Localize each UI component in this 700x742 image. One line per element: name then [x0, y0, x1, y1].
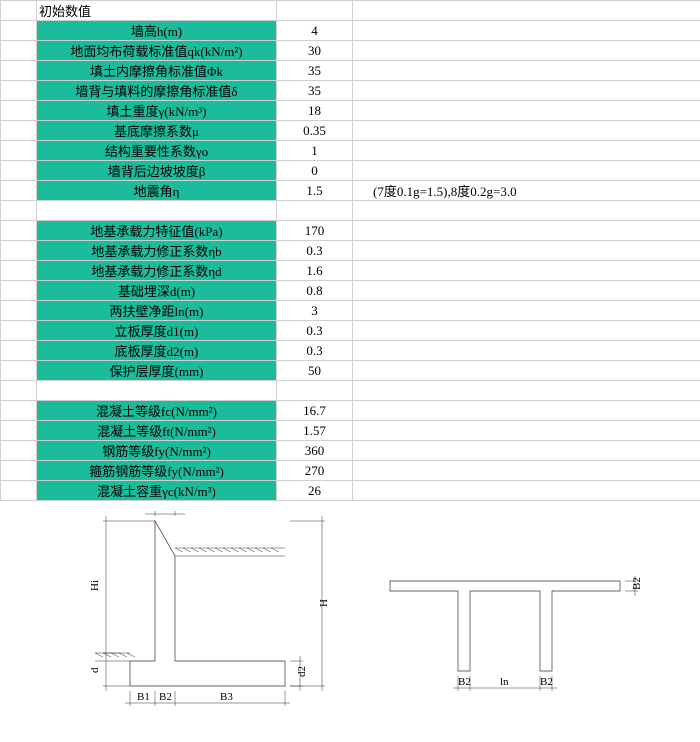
param-value: 170: [277, 221, 353, 241]
svg-text:B2: B2: [159, 691, 172, 703]
svg-text:B1: B1: [137, 691, 150, 703]
param-label: 两扶壁净距ln(m): [37, 301, 277, 321]
svg-text:H: H: [318, 599, 330, 607]
param-label: 立板厚度d1(m): [37, 321, 277, 341]
page-title: 初始数值: [37, 1, 277, 21]
param-value: 50: [277, 361, 353, 381]
param-label: 地基承载力特征值(kPa): [37, 221, 277, 241]
param-value: 16.7: [277, 401, 353, 421]
param-value: 0.3: [277, 341, 353, 361]
param-label: 填土内摩擦角标准值Φk: [37, 61, 277, 81]
param-label: 箍筋钢筋等级fy(N/mm²): [37, 461, 277, 481]
param-value: 0.3: [277, 241, 353, 261]
param-label: 混凝土容重γc(kN/m³): [37, 481, 277, 501]
param-value: 4: [277, 21, 353, 41]
param-value: 35: [277, 81, 353, 101]
svg-text:B3: B3: [220, 691, 233, 703]
param-value: 1: [277, 141, 353, 161]
diagram-area: d1 d2 H Hi d B1 B2 B3 B2 B2 ln B2: [0, 501, 700, 721]
param-value: 0.35: [277, 121, 353, 141]
plan-diagram: B2 B2 ln B2: [380, 571, 640, 711]
svg-text:B2: B2: [631, 577, 640, 590]
param-label: 地震角η: [37, 181, 277, 201]
param-value: 0.8: [277, 281, 353, 301]
param-label: 混凝土等级ft(N/mm²): [37, 421, 277, 441]
param-value: 1.5: [277, 181, 353, 201]
param-label: 填土重度γ(kN/m³): [37, 101, 277, 121]
param-label: 钢筋等级fy(N/mm²): [37, 441, 277, 461]
param-label: 保护层厚度(mm): [37, 361, 277, 381]
param-value: 1.6: [277, 261, 353, 281]
param-value: 26: [277, 481, 353, 501]
param-value: 18: [277, 101, 353, 121]
param-value: 270: [277, 461, 353, 481]
param-value: 35: [277, 61, 353, 81]
param-value: 30: [277, 41, 353, 61]
svg-text:Hi: Hi: [89, 580, 101, 591]
param-label: 地面均布荷载标准值qk(kN/m²): [37, 41, 277, 61]
param-label: 基础埋深d(m): [37, 281, 277, 301]
svg-text:B2: B2: [540, 676, 553, 688]
svg-text:ln: ln: [500, 676, 509, 688]
param-note: (7度0.1g=1.5),8度0.2g=3.0: [353, 181, 700, 201]
svg-text:B2: B2: [458, 676, 471, 688]
svg-text:d: d: [89, 667, 101, 673]
param-label: 墙高h(m): [37, 21, 277, 41]
param-value: 1.57: [277, 421, 353, 441]
svg-text:d1: d1: [160, 511, 171, 513]
param-label: 地基承载力修正系数ηd: [37, 261, 277, 281]
param-label: 地基承载力修正系数ηb: [37, 241, 277, 261]
param-value: 3: [277, 301, 353, 321]
param-value: 0.3: [277, 321, 353, 341]
param-label: 墙背与填料的摩擦角标准值δ: [37, 81, 277, 101]
param-label: 墙背后边坡坡度β: [37, 161, 277, 181]
svg-text:d2: d2: [296, 666, 308, 677]
param-label: 底板厚度d2(m): [37, 341, 277, 361]
section-diagram: d1 d2 H Hi d B1 B2 B3: [60, 511, 340, 711]
param-label: 混凝土等级fc(N/mm²): [37, 401, 277, 421]
param-label: 基底摩擦系数μ: [37, 121, 277, 141]
param-label: 结构重要性系数γo: [37, 141, 277, 161]
param-value: 0: [277, 161, 353, 181]
param-value: 360: [277, 441, 353, 461]
